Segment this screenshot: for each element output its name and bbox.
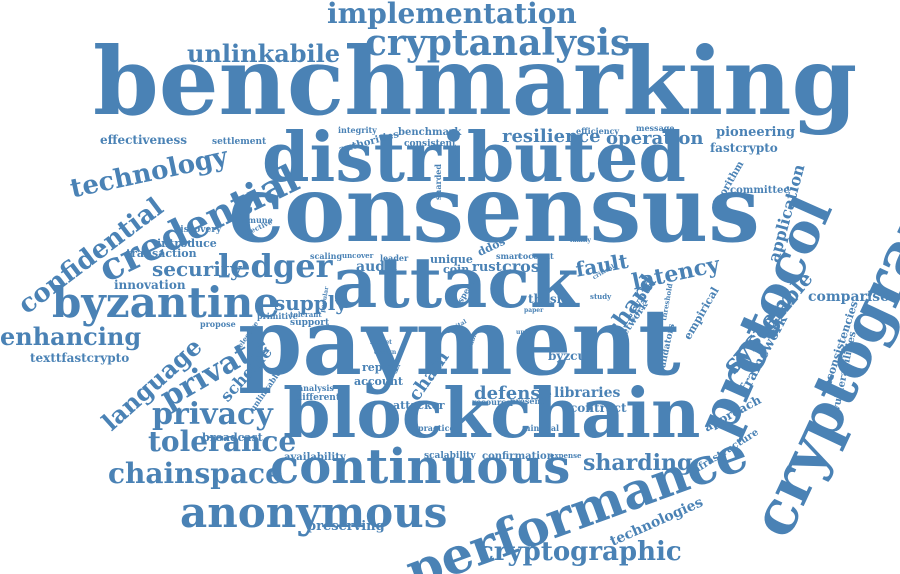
word-different: different bbox=[296, 393, 340, 403]
word-immune: immune bbox=[236, 215, 273, 225]
word-enhancing: enhancing bbox=[0, 322, 142, 351]
word-paper: paper bbox=[524, 307, 544, 314]
word-preserving: preserving bbox=[307, 519, 385, 534]
word-operation: operation bbox=[606, 128, 704, 149]
word-consistent: consistent bbox=[404, 139, 457, 149]
word-introduce: introduce bbox=[157, 237, 217, 250]
word-distributed: distributed bbox=[262, 118, 686, 198]
word-cryptographic: cryptographic bbox=[478, 537, 682, 567]
word-texttfastcrypto: texttfastcrypto bbox=[30, 351, 130, 365]
word-supply: supply bbox=[274, 291, 347, 315]
word-primitive: primitive bbox=[257, 311, 298, 321]
word-privacy: privacy bbox=[152, 397, 273, 432]
word-availability: availability bbox=[284, 452, 346, 463]
word-thesis: thesis bbox=[528, 292, 568, 306]
word-chainspace: chainspace bbox=[108, 457, 283, 490]
word-subset: subset bbox=[370, 339, 392, 346]
word-defense: defense bbox=[474, 383, 552, 404]
word-pioneering: pioneering bbox=[716, 125, 796, 140]
word-analysis: analysis bbox=[298, 383, 334, 393]
word-scaling: scaling bbox=[310, 251, 343, 261]
word-unlinkabile: unlinkabile bbox=[187, 39, 341, 68]
word-expense: expense bbox=[550, 451, 582, 460]
word-resource: resource bbox=[472, 397, 512, 407]
word-attacker: attacker bbox=[393, 399, 445, 412]
word-resilience: resilience bbox=[502, 126, 601, 147]
word-scalability: scalability bbox=[424, 451, 476, 461]
word-broadcast: broadcast bbox=[202, 431, 263, 444]
word-discovery: discovery bbox=[174, 225, 222, 235]
word-confirmation: confirmation bbox=[482, 451, 554, 462]
word-sharding: sharding bbox=[583, 450, 693, 476]
word-account: account bbox=[354, 375, 403, 388]
word-uncover: uncover bbox=[342, 251, 374, 260]
word-contract: contract bbox=[570, 401, 627, 415]
word-ledger: ledger bbox=[218, 247, 333, 285]
word-committee: committee bbox=[730, 185, 790, 196]
word-coin: coin bbox=[443, 263, 470, 276]
word-payment: payment bbox=[238, 288, 681, 396]
word-unique: unique bbox=[430, 253, 473, 266]
word-replay: replay bbox=[362, 361, 401, 374]
word-present: present bbox=[510, 396, 545, 406]
word-comparison: comparison bbox=[808, 289, 900, 305]
word-blockchain: blockchain bbox=[283, 374, 701, 454]
word-continuous: continuous bbox=[270, 439, 571, 495]
word-audit: audit bbox=[356, 259, 397, 275]
word-byzantine: byzantine bbox=[52, 278, 280, 327]
word-settlement: settlement bbox=[212, 137, 267, 147]
word-consensus: consensus bbox=[228, 155, 760, 263]
word-support: support bbox=[290, 318, 330, 328]
word-leader: leader bbox=[380, 253, 409, 263]
word-study: study bbox=[590, 292, 612, 301]
word-propose: propose bbox=[200, 319, 236, 329]
word-message: message bbox=[636, 123, 675, 133]
word-attack: attack bbox=[332, 241, 579, 324]
word-security: security bbox=[152, 257, 242, 281]
word-coconut: coconut bbox=[518, 251, 554, 261]
word-minimal: minimal bbox=[522, 423, 560, 433]
word-design: design bbox=[374, 349, 397, 356]
word-implementation: implementation bbox=[327, 0, 577, 30]
word-smart: smart bbox=[496, 251, 523, 261]
word-anonymous: anonymous bbox=[180, 488, 448, 537]
word-tolerance: tolerance bbox=[148, 425, 297, 458]
word-integrity: integrity bbox=[338, 125, 377, 135]
word-efficiency: efficiency bbox=[576, 126, 620, 136]
word-benchmarking: benchmarking bbox=[93, 27, 858, 137]
word-fastcrypto: fastcrypto bbox=[710, 141, 778, 155]
word-cross: cross bbox=[502, 257, 549, 276]
word-empirical: empirical bbox=[681, 284, 722, 342]
word-benchmark: benchmark bbox=[398, 127, 462, 138]
word-effectiveness: effectiveness bbox=[100, 133, 188, 147]
word-sharded: sharded bbox=[433, 164, 443, 200]
word-transaction: transaction bbox=[126, 247, 197, 260]
word-libraries: libraries bbox=[554, 385, 621, 401]
word-byzcuit: byzcuit bbox=[548, 349, 597, 363]
word-cryptanalysis: cryptanalysis bbox=[365, 22, 631, 64]
word-family: family bbox=[570, 237, 591, 244]
word-innovation: innovation bbox=[114, 278, 186, 292]
word-practice: practice bbox=[418, 423, 455, 433]
word-rust: rust bbox=[472, 260, 502, 275]
word-unfair: unfair bbox=[516, 329, 537, 336]
word-tolerant: tolerant bbox=[290, 310, 322, 319]
